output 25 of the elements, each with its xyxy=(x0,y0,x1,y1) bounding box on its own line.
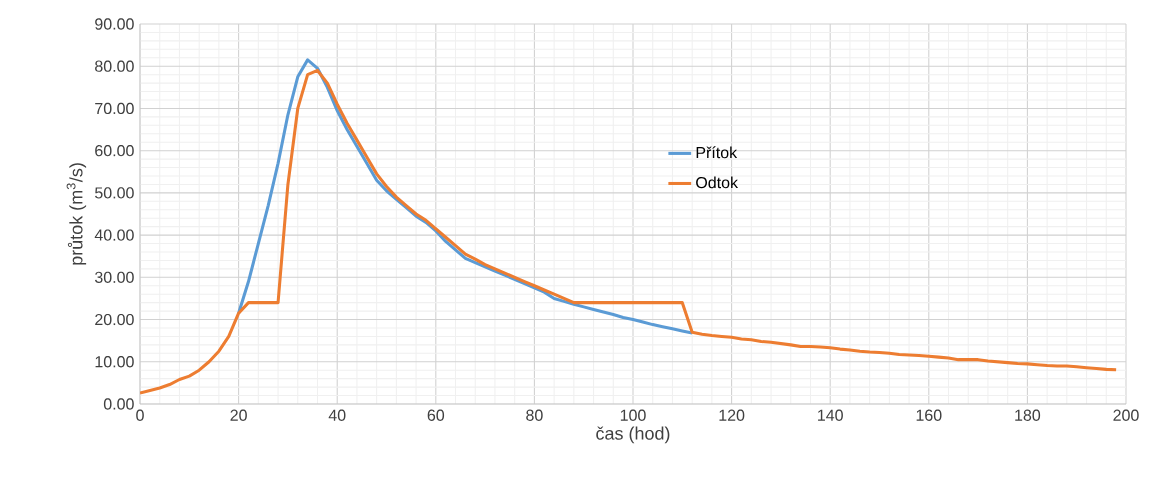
x-tick-label: 40 xyxy=(328,409,346,421)
x-tick-label: 140 xyxy=(818,409,843,421)
y-tick-label: 50.00 xyxy=(95,187,134,199)
y-tick-label: 60.00 xyxy=(95,145,134,157)
y-axis-title: průtok (m$^{3}$/s) xyxy=(66,163,87,265)
y-tick-label: 90.00 xyxy=(95,18,134,30)
x-tick-label: 100 xyxy=(620,409,646,421)
x-axis-title: čas (hod) xyxy=(596,426,670,444)
x-tick-label: 160 xyxy=(916,409,942,421)
y-tick-label: 80.00 xyxy=(95,60,134,72)
x-tick-label: 20 xyxy=(230,409,247,421)
legend-label: Přítok xyxy=(696,146,738,159)
legend-label: Odtok xyxy=(696,176,739,189)
x-tick-label: 80 xyxy=(526,409,543,421)
x-tick-label: 60 xyxy=(427,409,445,421)
x-tick-label: 0 xyxy=(136,409,144,421)
y-tick-label: 30.00 xyxy=(94,271,134,283)
x-tick-label: 200 xyxy=(1113,409,1139,421)
y-tick-label: 20.00 xyxy=(95,313,134,326)
y-tick-label: 40.00 xyxy=(94,229,134,241)
x-tick-label: 120 xyxy=(719,409,745,421)
y-tick-label: 70.00 xyxy=(95,102,134,115)
x-tick-label: 180 xyxy=(1015,409,1041,421)
y-tick-label: 0.00 xyxy=(103,398,134,410)
y-tick-label: 10.00 xyxy=(95,356,134,368)
